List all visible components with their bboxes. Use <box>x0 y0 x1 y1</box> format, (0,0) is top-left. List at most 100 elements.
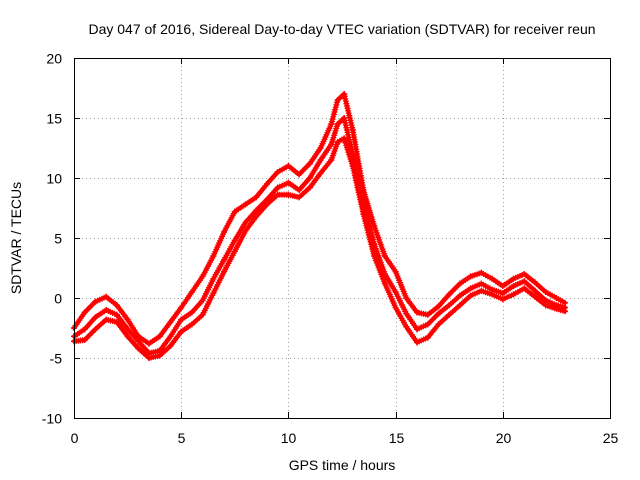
data-point <box>253 213 260 220</box>
data-point <box>231 208 238 215</box>
y-tick-label: 0 <box>54 291 62 307</box>
y-tick-label: 10 <box>46 171 62 187</box>
data-point <box>242 227 249 234</box>
data-point <box>334 97 341 103</box>
y-axis-label: SDTVAR / TECUs <box>8 182 24 294</box>
data-point <box>92 298 99 305</box>
data-point <box>435 310 442 317</box>
data-point <box>499 283 506 289</box>
x-tick-label: 15 <box>389 430 405 446</box>
data-point <box>542 302 549 309</box>
data-point <box>456 302 463 309</box>
x-tick-label: 20 <box>496 430 512 446</box>
series-track-1 <box>71 91 568 347</box>
data-point <box>113 319 120 325</box>
data-point <box>510 291 517 298</box>
data-point <box>424 321 431 328</box>
data-point <box>242 219 249 226</box>
data-point <box>424 311 431 318</box>
data-point <box>446 302 453 309</box>
data-point <box>553 305 560 312</box>
data-point <box>392 289 399 295</box>
data-point <box>81 337 88 343</box>
data-point <box>199 297 206 304</box>
data-point <box>146 355 153 361</box>
data-point <box>349 163 356 169</box>
data-point <box>424 334 431 341</box>
data-point <box>92 314 99 321</box>
data-point <box>124 326 131 333</box>
data-point <box>167 343 174 349</box>
data-point <box>156 333 163 340</box>
data-point <box>274 169 281 175</box>
data-point <box>456 292 463 299</box>
data-point <box>414 309 421 316</box>
data-point <box>178 304 185 311</box>
chart-title: Day 047 of 2016, Sidereal Day-to-day VTE… <box>88 21 595 37</box>
data-point <box>328 141 335 148</box>
y-tick-label: 15 <box>46 111 62 127</box>
data-point <box>124 333 131 340</box>
data-point <box>334 139 341 145</box>
data-point <box>467 273 474 280</box>
y-tick-label: -10 <box>42 411 62 427</box>
y-tick-label: 20 <box>46 51 62 67</box>
x-tick-label: 10 <box>281 430 297 446</box>
data-point <box>188 321 195 328</box>
data-point <box>296 194 303 201</box>
data-point <box>521 285 528 292</box>
data-point <box>274 184 281 191</box>
data-point <box>199 311 206 318</box>
data-point <box>210 290 217 297</box>
data-point <box>231 237 238 244</box>
data-point <box>341 135 348 142</box>
data-point <box>253 194 260 201</box>
data-point <box>531 279 538 286</box>
data-point <box>446 291 453 298</box>
data-point <box>92 326 99 333</box>
data-point <box>210 275 217 282</box>
data-point <box>199 273 206 280</box>
data-point <box>103 293 110 300</box>
data-point <box>124 316 131 323</box>
data-point <box>178 328 185 335</box>
data-point <box>371 223 378 229</box>
data-point <box>113 311 120 318</box>
data-point <box>317 145 324 151</box>
data-point <box>221 268 228 275</box>
y-tick-label: -5 <box>50 351 63 367</box>
data-point <box>317 170 324 177</box>
data-point <box>285 179 292 186</box>
data-point <box>499 296 506 303</box>
data-point <box>306 184 313 191</box>
data-point <box>328 157 335 163</box>
data-point <box>403 323 410 330</box>
data-point <box>146 340 153 347</box>
series-track-3 <box>71 135 568 361</box>
x-tick-label: 25 <box>603 430 619 446</box>
data-point <box>274 191 281 198</box>
data-point <box>81 326 88 333</box>
data-point <box>510 283 517 289</box>
data-point <box>263 201 270 208</box>
x-axis-label: GPS time / hours <box>289 457 396 473</box>
data-point <box>210 253 217 259</box>
data-point <box>296 171 303 178</box>
data-point <box>531 293 538 300</box>
data-point <box>231 248 238 255</box>
data-point <box>403 295 410 301</box>
data-point <box>456 280 463 287</box>
data-point <box>489 291 496 298</box>
data-point <box>285 191 292 198</box>
data-point <box>360 211 367 217</box>
data-point <box>103 316 110 323</box>
data-point <box>478 287 485 294</box>
data-point <box>263 181 270 187</box>
y-tick-label: 5 <box>54 231 62 247</box>
x-tick-label: 0 <box>71 430 79 446</box>
data-point <box>478 280 485 287</box>
data-point <box>306 160 313 167</box>
data-point <box>103 307 110 313</box>
